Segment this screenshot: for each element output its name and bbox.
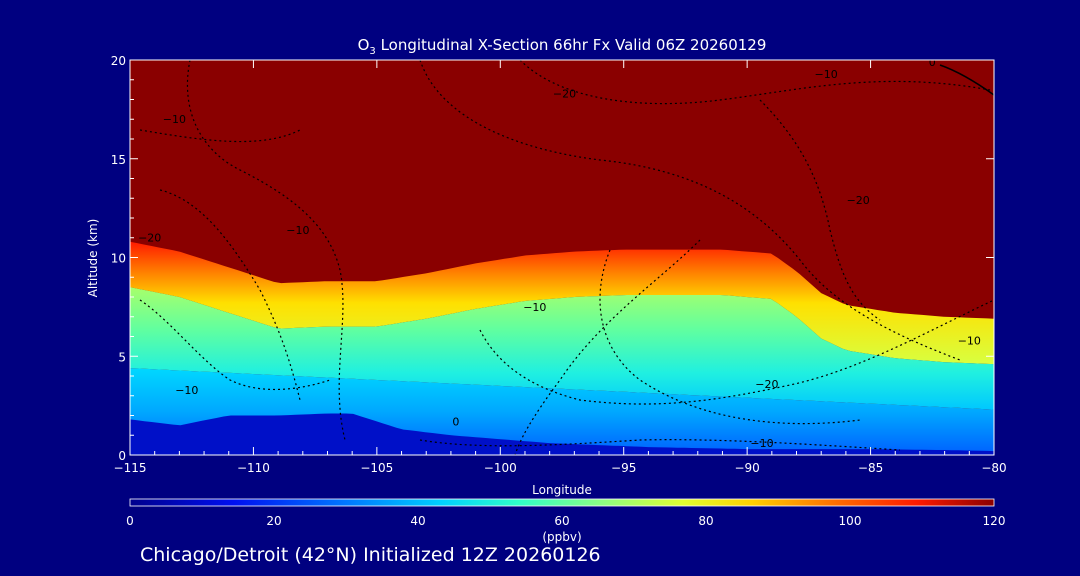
x-tick-label: −90 [734, 461, 759, 475]
y-axis: 0 5 10 15 20 [111, 54, 994, 463]
contour-label: −10 [814, 68, 837, 81]
y-tick-label: 0 [118, 449, 126, 463]
contour-label: 0 [452, 415, 459, 428]
y-tick-label: 20 [111, 54, 126, 68]
tropopause-band [130, 241, 994, 365]
x-axis-label: Longitude [532, 483, 592, 497]
contour-label: −10 [163, 113, 186, 126]
contour-label: −20 [755, 378, 778, 391]
colorbar-ticks: 0 20 40 60 80 100 120 [126, 514, 1005, 528]
contour-lines [139, 60, 994, 455]
colorbar-tick-label: 0 [126, 514, 134, 528]
chart-title: O3 Longitudinal X-Section 66hr Fx Valid … [358, 36, 767, 57]
y-tick-label: 10 [111, 252, 126, 266]
x-tick-label: −85 [858, 461, 883, 475]
colorbar-tick-label: 100 [839, 514, 862, 528]
x-tick-label: −105 [360, 461, 393, 475]
colorbar-tick-label: 20 [266, 514, 281, 528]
contour-label: 0 [929, 56, 936, 69]
y-tick-label: 15 [111, 153, 126, 167]
x-tick-label: −110 [237, 461, 270, 475]
contour-label: −10 [958, 334, 981, 347]
contour-label: −10 [286, 224, 309, 237]
colorbar-tick-label: 60 [554, 514, 569, 528]
contour-label: −20 [553, 88, 576, 101]
x-tick-label: −95 [611, 461, 636, 475]
x-axis: −115 −110 −105 −100 −95 −90 −85 −80 [114, 60, 1007, 475]
colorbar [129, 498, 995, 507]
footer-caption: Chicago/Detroit (42°N) Initialized 12Z 2… [140, 544, 601, 566]
x-tick-label: −100 [484, 461, 517, 475]
colorbar-tick-label: 80 [698, 514, 713, 528]
x-tick-label: −115 [114, 461, 147, 475]
contour-label: −10 [523, 301, 546, 314]
x-tick-label: −80 [981, 461, 1006, 475]
colorbar-tick-label: 40 [410, 514, 425, 528]
zero-contour-line [939, 64, 994, 96]
colorbar-label: (ppbv) [542, 530, 581, 544]
colorbar-tick-label: 120 [983, 514, 1006, 528]
contour-labels: −10 −20 −10 0 −10 −20 −20 −10 −10 −20 −10 0 −10 [138, 56, 981, 450]
contour-label: −20 [138, 232, 161, 245]
y-axis-label: Altitude (km) [86, 219, 100, 298]
contour-label: −10 [175, 384, 198, 397]
contour-label: −20 [847, 194, 870, 207]
contour-label: −10 [750, 437, 773, 450]
troposphere-band [130, 287, 994, 410]
terrain-fill [130, 413, 994, 455]
y-tick-label: 5 [118, 350, 126, 364]
